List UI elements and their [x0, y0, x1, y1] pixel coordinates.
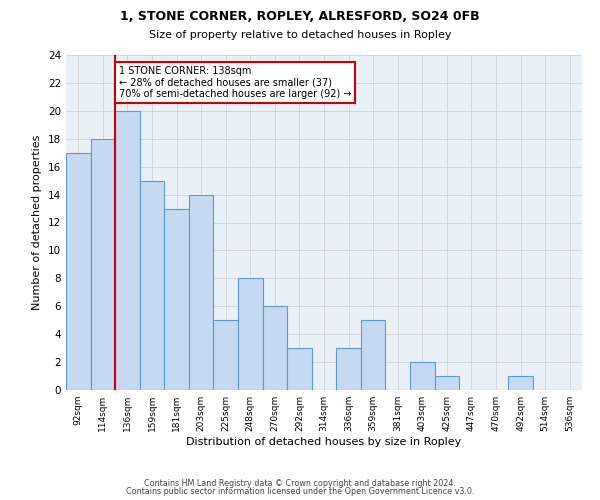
Bar: [115, 111, 140, 390]
Bar: [189, 194, 214, 390]
Bar: [336, 348, 361, 390]
Text: Contains HM Land Registry data © Crown copyright and database right 2024.: Contains HM Land Registry data © Crown c…: [144, 478, 456, 488]
Text: Contains public sector information licensed under the Open Government Licence v3: Contains public sector information licen…: [126, 487, 474, 496]
Text: 1, STONE CORNER, ROPLEY, ALRESFORD, SO24 0FB: 1, STONE CORNER, ROPLEY, ALRESFORD, SO24…: [120, 10, 480, 23]
Bar: [214, 320, 238, 390]
Bar: [263, 306, 287, 390]
Bar: [434, 376, 459, 390]
Bar: [91, 139, 115, 390]
X-axis label: Distribution of detached houses by size in Ropley: Distribution of detached houses by size …: [187, 437, 461, 447]
Bar: [238, 278, 263, 390]
Y-axis label: Number of detached properties: Number of detached properties: [32, 135, 43, 310]
Bar: [361, 320, 385, 390]
Bar: [508, 376, 533, 390]
Bar: [66, 152, 91, 390]
Text: Size of property relative to detached houses in Ropley: Size of property relative to detached ho…: [149, 30, 451, 40]
Text: 1 STONE CORNER: 138sqm
← 28% of detached houses are smaller (37)
70% of semi-det: 1 STONE CORNER: 138sqm ← 28% of detached…: [119, 66, 352, 100]
Bar: [164, 208, 189, 390]
Bar: [140, 180, 164, 390]
Bar: [410, 362, 434, 390]
Bar: [287, 348, 312, 390]
